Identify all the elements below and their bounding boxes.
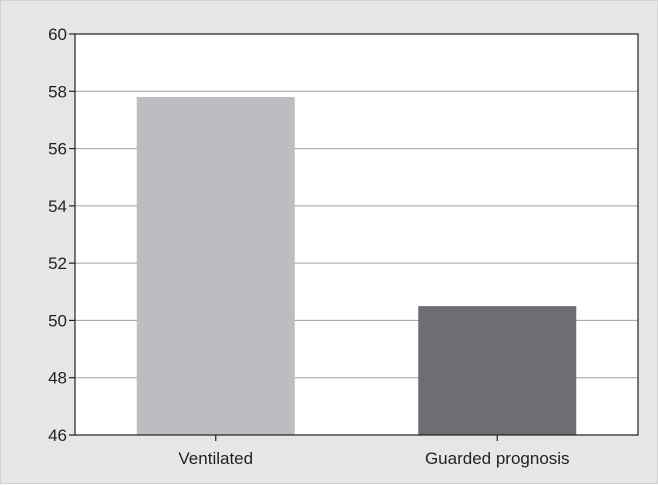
x-tick-label: Ventilated	[178, 449, 253, 468]
y-tick-label: 60	[48, 25, 67, 44]
y-tick-label: 46	[48, 426, 67, 445]
y-axis-ticks: 46 48 50 52 54 56 58 60	[48, 25, 75, 445]
y-tick-label: 52	[48, 254, 67, 273]
y-tick-label: 54	[48, 197, 67, 216]
y-tick-label: 58	[48, 82, 67, 101]
plot-frame	[74, 33, 639, 436]
bar-guarded-prognosis	[418, 306, 577, 435]
bar-ventilated	[136, 97, 295, 435]
y-tick-label: 56	[48, 140, 67, 159]
x-tick-label: Guarded prognosis	[425, 449, 570, 468]
y-tick-label: 50	[48, 311, 67, 330]
y-tick-label: 48	[48, 369, 67, 388]
bars	[136, 97, 577, 435]
x-axis-labels: Ventilated Guarded prognosis	[178, 435, 570, 468]
